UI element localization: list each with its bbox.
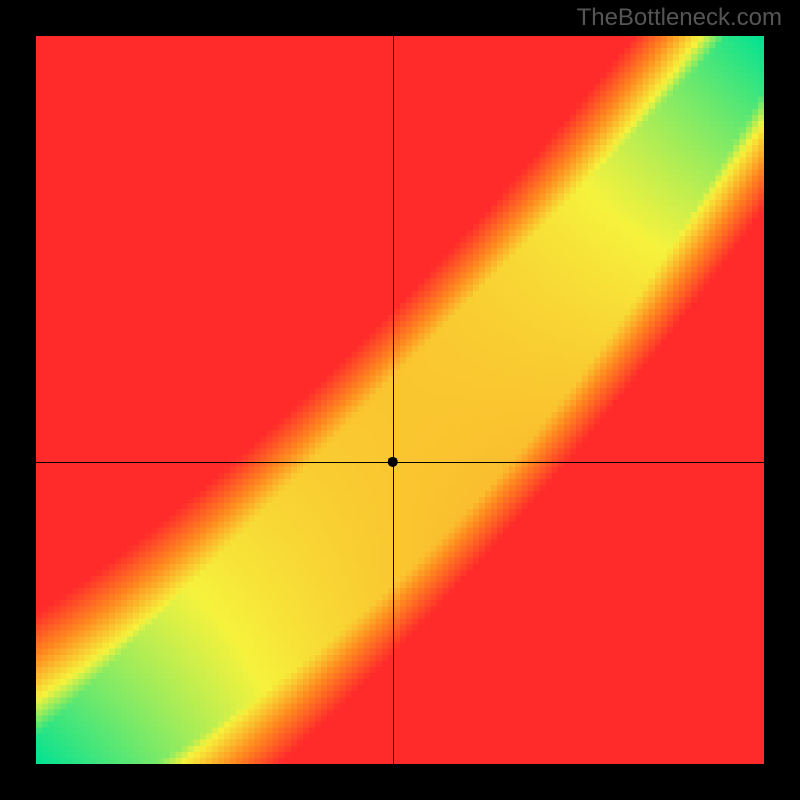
crosshair-overlay xyxy=(36,36,764,764)
watermark-text: TheBottleneck.com xyxy=(577,4,782,32)
chart-stage: TheBottleneck.com xyxy=(0,0,800,800)
